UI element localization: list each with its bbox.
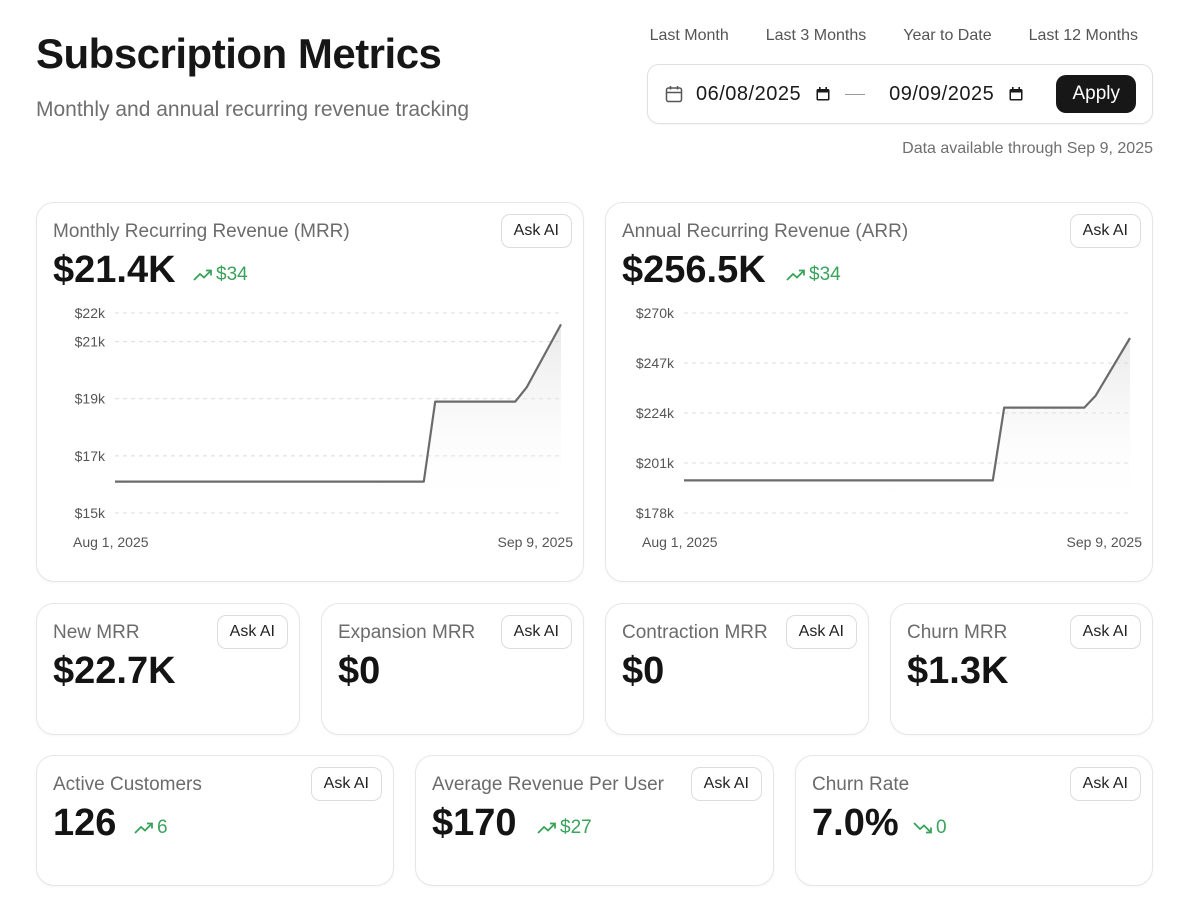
preset-last-month[interactable]: Last Month (649, 27, 729, 44)
arpu-ask-ai-button[interactable]: Ask AI (690, 767, 762, 801)
arr-y-tick-label: $178k (636, 505, 675, 521)
page-subtitle: Monthly and annual recurring revenue tra… (36, 98, 470, 121)
churn-rate-label: Churn Rate (812, 774, 910, 795)
arpu-card: Average Revenue Per User Ask AI $170 $27 (415, 755, 774, 886)
date-range-separator (845, 93, 866, 95)
mrr-area (115, 324, 561, 513)
arr-y-tick-label: $201k (636, 455, 675, 471)
churn-mrr-ask-ai-button[interactable]: Ask AI (1069, 615, 1141, 649)
churn-rate-card: Churn Rate Ask AI 7.0% 0 (795, 755, 1153, 886)
arpu-value: $170 (432, 802, 517, 844)
churn-mrr-card: Churn MRR Ask AI $1.3K (890, 603, 1153, 735)
arr-x-tick-label: Sep 9, 2025 (1066, 534, 1142, 550)
arr-line-chart: $270k $247k $224k $201k $178k Aug 1, 2025 Sep … (636, 305, 1142, 550)
trend-up-icon (193, 269, 212, 281)
churn-rate-delta-value: 0 (936, 817, 947, 838)
mrr-ask-ai-button[interactable]: Ask AI (500, 214, 572, 248)
new-mrr-card: New MRR Ask AI $22.7K (36, 603, 300, 735)
churn-mrr-value: $1.3K (907, 650, 1009, 692)
mrr-y-tick-label: $15k (75, 505, 106, 521)
mrr-y-tick-label: $21k (75, 334, 106, 350)
new-mrr-value: $22.7K (53, 650, 176, 692)
start-date-input[interactable]: 06/08/2025 (696, 82, 802, 105)
arr-card: Annual Recurring Revenue (ARR) Ask AI $2… (605, 202, 1153, 582)
expansion-mrr-value: $0 (338, 650, 381, 692)
arr-delta: $34 (786, 264, 841, 286)
contraction-mrr-card: Contraction MRR Ask AI $0 (605, 603, 869, 735)
arr-y-tick-label: $247k (636, 355, 675, 371)
expansion-mrr-ask-ai-button[interactable]: Ask AI (500, 615, 572, 649)
mrr-line-chart: $22k $21k $19k $17k $15k Aug 1, 2025 Sep 9, 20… (73, 305, 573, 550)
preset-year-to-date[interactable]: Year to Date (903, 27, 992, 44)
expansion-mrr-label: Expansion MRR (338, 622, 476, 643)
active-customers-value: 126 (53, 802, 117, 844)
arr-y-tick-label: $224k (636, 405, 675, 421)
contraction-mrr-value: $0 (622, 650, 665, 692)
arpu-delta: $27 (537, 817, 592, 839)
mrr-delta-value: $34 (216, 264, 248, 285)
trend-down-icon (913, 822, 932, 834)
active-customers-delta-value: 6 (157, 817, 168, 838)
arpu-delta-value: $27 (560, 817, 592, 838)
mrr-card: Monthly Recurring Revenue (MRR) Ask AI $… (36, 202, 584, 582)
mrr-delta: $34 (193, 264, 248, 286)
trend-up-icon (537, 822, 556, 834)
active-customers-card: Active Customers Ask AI 126 6 (36, 755, 394, 886)
mrr-y-tick-label: $19k (75, 391, 106, 407)
end-date-input[interactable]: 09/09/2025 (889, 82, 995, 105)
arr-delta-value: $34 (809, 264, 841, 285)
new-mrr-ask-ai-button[interactable]: Ask AI (216, 615, 288, 649)
arr-area (684, 338, 1130, 513)
active-customers-delta: 6 (134, 817, 168, 839)
mrr-series-line (115, 323, 562, 483)
contraction-mrr-ask-ai-button[interactable]: Ask AI (785, 615, 857, 649)
churn-rate-delta: 0 (913, 817, 947, 839)
trend-up-icon (134, 822, 153, 834)
expansion-mrr-card: Expansion MRR Ask AI $0 (321, 603, 584, 735)
contraction-mrr-label: Contraction MRR (622, 622, 768, 643)
active-customers-label: Active Customers (53, 774, 202, 795)
arr-value: $256.5K (622, 249, 766, 291)
arpu-label: Average Revenue Per User (432, 774, 664, 795)
mrr-x-tick-label: Sep 9, 2025 (497, 534, 573, 550)
preset-last-12-months[interactable]: Last 12 Months (1028, 27, 1138, 44)
arr-x-tick-label: Aug 1, 2025 (642, 534, 718, 550)
churn-rate-ask-ai-button[interactable]: Ask AI (1069, 767, 1141, 801)
apply-button[interactable]: Apply (1056, 75, 1136, 113)
page-title: Subscription Metrics (36, 30, 442, 77)
mrr-label: Monthly Recurring Revenue (MRR) (53, 221, 350, 242)
churn-rate-value: 7.0% (812, 802, 899, 844)
mrr-y-tick-label: $17k (75, 448, 106, 464)
calendar-icon (665, 86, 683, 103)
preset-last-3-months[interactable]: Last 3 Months (765, 27, 867, 44)
arr-y-tick-label: $270k (636, 305, 675, 321)
trend-up-icon (786, 269, 805, 281)
date-range-presets: Last Month Last 3 Months Year to Date La… (650, 27, 1138, 45)
mrr-value: $21.4K (53, 249, 176, 291)
mrr-x-tick-label: Aug 1, 2025 (73, 534, 149, 550)
data-availability-note: Data available through Sep 9, 2025 (902, 140, 1153, 157)
arr-series-line (684, 337, 1131, 482)
arr-ask-ai-button[interactable]: Ask AI (1069, 214, 1141, 248)
end-date-calendar-icon[interactable] (1008, 86, 1024, 102)
new-mrr-label: New MRR (53, 622, 140, 643)
start-date-calendar-icon[interactable] (815, 86, 831, 102)
active-customers-ask-ai-button[interactable]: Ask AI (310, 767, 382, 801)
churn-mrr-label: Churn MRR (907, 622, 1008, 643)
date-range-picker: 06/08/2025 09/09/2025 Apply (647, 64, 1153, 124)
arr-label: Annual Recurring Revenue (ARR) (622, 221, 909, 242)
mrr-y-tick-label: $22k (75, 305, 106, 321)
